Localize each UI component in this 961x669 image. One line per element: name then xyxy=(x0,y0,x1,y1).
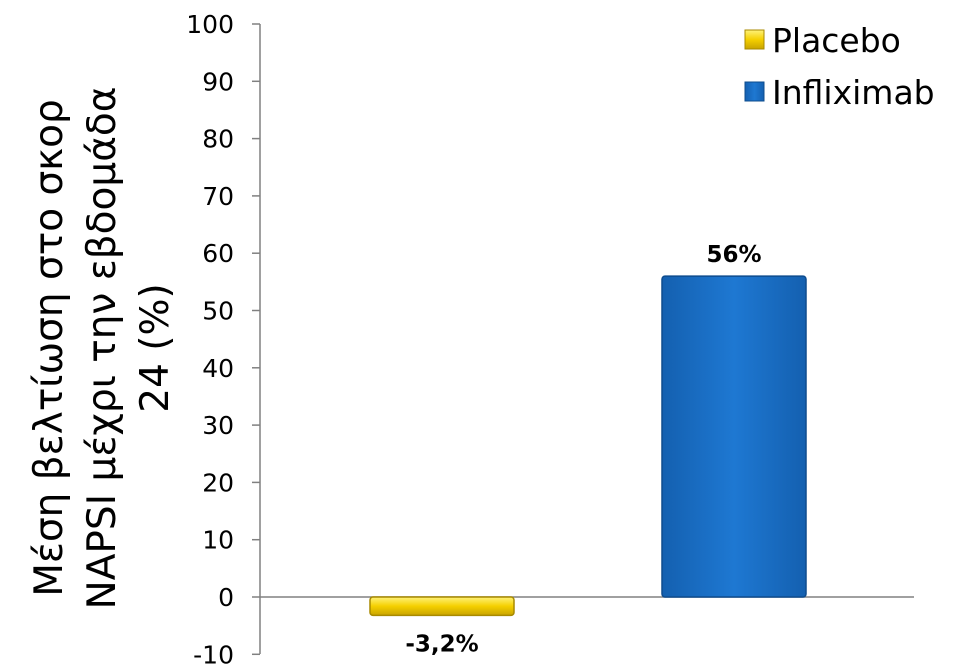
y-axis-title-line-3: 24 (%) xyxy=(133,283,178,413)
legend: Placebo Infliximab xyxy=(744,21,935,112)
legend-swatch-infliximab xyxy=(744,81,765,102)
y-tick-label: -10 xyxy=(193,640,234,669)
bar-placebo xyxy=(369,596,515,617)
bar-infliximab xyxy=(661,275,807,598)
legend-swatch-placebo xyxy=(744,29,765,50)
y-tick-label: 80 xyxy=(202,125,234,154)
legend-label-placebo: Placebo xyxy=(772,21,901,60)
y-tick-label: 0 xyxy=(218,583,234,612)
y-tick-label: 50 xyxy=(202,297,234,326)
y-tick-label: 100 xyxy=(186,10,234,39)
y-tick-label: 70 xyxy=(202,182,234,211)
data-label-infliximab: 56% xyxy=(706,242,761,268)
y-tick-label: 40 xyxy=(202,354,234,383)
data-label-placebo: -3,2% xyxy=(405,631,478,657)
bars xyxy=(369,275,807,617)
y-tick-label: 60 xyxy=(202,239,234,268)
y-tick-label: 30 xyxy=(202,411,234,440)
y-tick-label: 20 xyxy=(202,468,234,497)
y-axis-title-line-2: NAPSI μέχρι την εβδομάδα xyxy=(80,87,125,610)
y-tick-label: 90 xyxy=(202,67,234,96)
y-ticks: -10 0 10 20 30 40 50 60 70 80 90 100 xyxy=(186,10,260,669)
legend-label-infliximab: Infliximab xyxy=(772,73,935,112)
y-axis-title-line-1: Μέση βελτίωση στο σκορ xyxy=(27,99,72,597)
data-labels: -3,2% 56% xyxy=(405,242,761,657)
y-tick-label: 10 xyxy=(202,526,234,555)
